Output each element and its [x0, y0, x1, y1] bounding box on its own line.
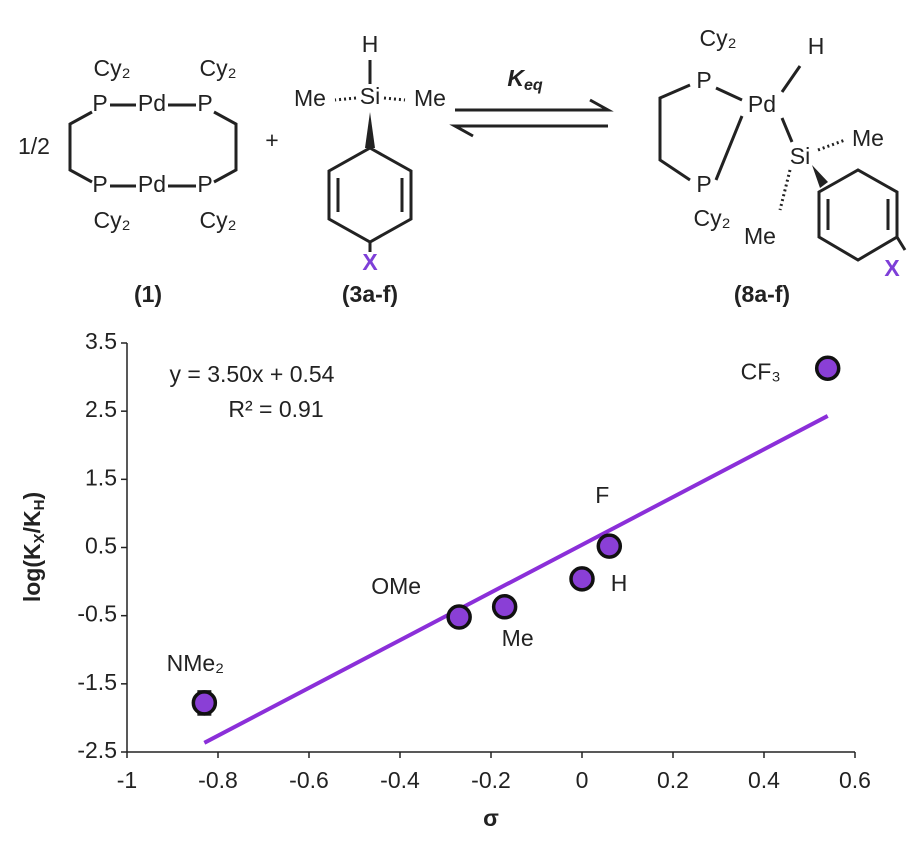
- equilibrium-arrow: [449, 98, 614, 138]
- atom: Pd: [138, 171, 166, 197]
- keq: Keq: [507, 65, 543, 94]
- ligand: Cy₂: [199, 55, 236, 81]
- x-tick-label: -1: [117, 767, 137, 793]
- y-tick-label: 0.5: [85, 533, 117, 559]
- atom: Si: [360, 83, 380, 109]
- x-tick-label: 0: [576, 767, 589, 793]
- atom: P: [696, 67, 711, 93]
- ligand: Cy₂: [93, 55, 130, 81]
- wedge: [365, 112, 375, 148]
- atom: Pd: [138, 90, 166, 116]
- atom: Me: [744, 223, 776, 249]
- point-label: CF₃: [741, 358, 781, 384]
- point-label: NMe₂: [167, 650, 225, 676]
- r-squared: R² = 0.91: [228, 396, 323, 422]
- hash-bond: [778, 138, 846, 211]
- atom: H: [808, 33, 825, 59]
- data-point: [491, 594, 518, 620]
- chart: y = 3.50x + 0.54 R² = 0.91 σ log(KX/KH): [19, 361, 499, 831]
- data-point: [191, 690, 218, 716]
- y-tick-label: 2.5: [85, 396, 117, 422]
- atom: Si: [790, 143, 810, 169]
- substituent: X: [884, 255, 900, 281]
- y-tick-label: -0.5: [77, 601, 117, 627]
- point-label: OMe: [371, 573, 421, 599]
- compound-label: (3a-f): [342, 281, 398, 307]
- y-axis-label: log(KX/KH): [19, 492, 48, 602]
- atom: Me: [852, 125, 884, 151]
- atom: Pd: [748, 91, 776, 117]
- x-tick-label: 0.4: [748, 767, 780, 793]
- y-tick-label: -2.5: [77, 737, 117, 763]
- y-tick-label: -1.5: [77, 669, 117, 695]
- point-label: Me: [502, 625, 534, 651]
- x-axis-label: σ: [483, 805, 499, 831]
- y-tick-label: 1.5: [85, 464, 117, 490]
- ligand: Cy₂: [93, 207, 130, 233]
- hash-bond: [334, 96, 406, 102]
- atom: P: [197, 90, 212, 116]
- trendline: [203, 414, 829, 745]
- bonds: [68, 103, 238, 188]
- compound-label: (1): [134, 281, 162, 307]
- compound-label: (8a-f): [734, 281, 790, 307]
- reaction-scheme: Cy₂ Cy₂ P Pd P P Pd P Cy₂ Cy₂ 1/2 (1) + …: [18, 25, 907, 307]
- bonds: [658, 65, 907, 262]
- atom: P: [92, 90, 107, 116]
- x-tick-label: -0.4: [380, 767, 420, 793]
- point-label: H: [611, 570, 628, 596]
- x-tick-label: 0.6: [839, 767, 871, 793]
- data-point: [596, 533, 623, 559]
- atom: H: [362, 31, 379, 57]
- x-tick-label: -0.8: [198, 767, 238, 793]
- atom: P: [92, 171, 107, 197]
- data-point: [814, 355, 841, 381]
- x-tick-label: -0.6: [289, 767, 329, 793]
- y-tick-label: 3.5: [85, 328, 117, 354]
- atom: P: [197, 171, 212, 197]
- x-tick-label: 0.2: [657, 767, 689, 793]
- equation: y = 3.50x + 0.54: [170, 361, 335, 387]
- x-tick-label: -0.2: [471, 767, 511, 793]
- atom: Me: [294, 85, 326, 111]
- substituent: X: [362, 249, 378, 275]
- ligand: Cy₂: [699, 25, 736, 51]
- ligand: Cy₂: [199, 207, 236, 233]
- ligand: Cy₂: [693, 205, 730, 231]
- data-point: [569, 566, 595, 592]
- atom: Me: [414, 85, 446, 111]
- atom: P: [696, 171, 711, 197]
- wedge: [812, 165, 828, 188]
- point-label: F: [595, 482, 609, 508]
- data-point: [446, 604, 472, 630]
- plus: +: [265, 127, 278, 153]
- fraction: 1/2: [18, 133, 50, 159]
